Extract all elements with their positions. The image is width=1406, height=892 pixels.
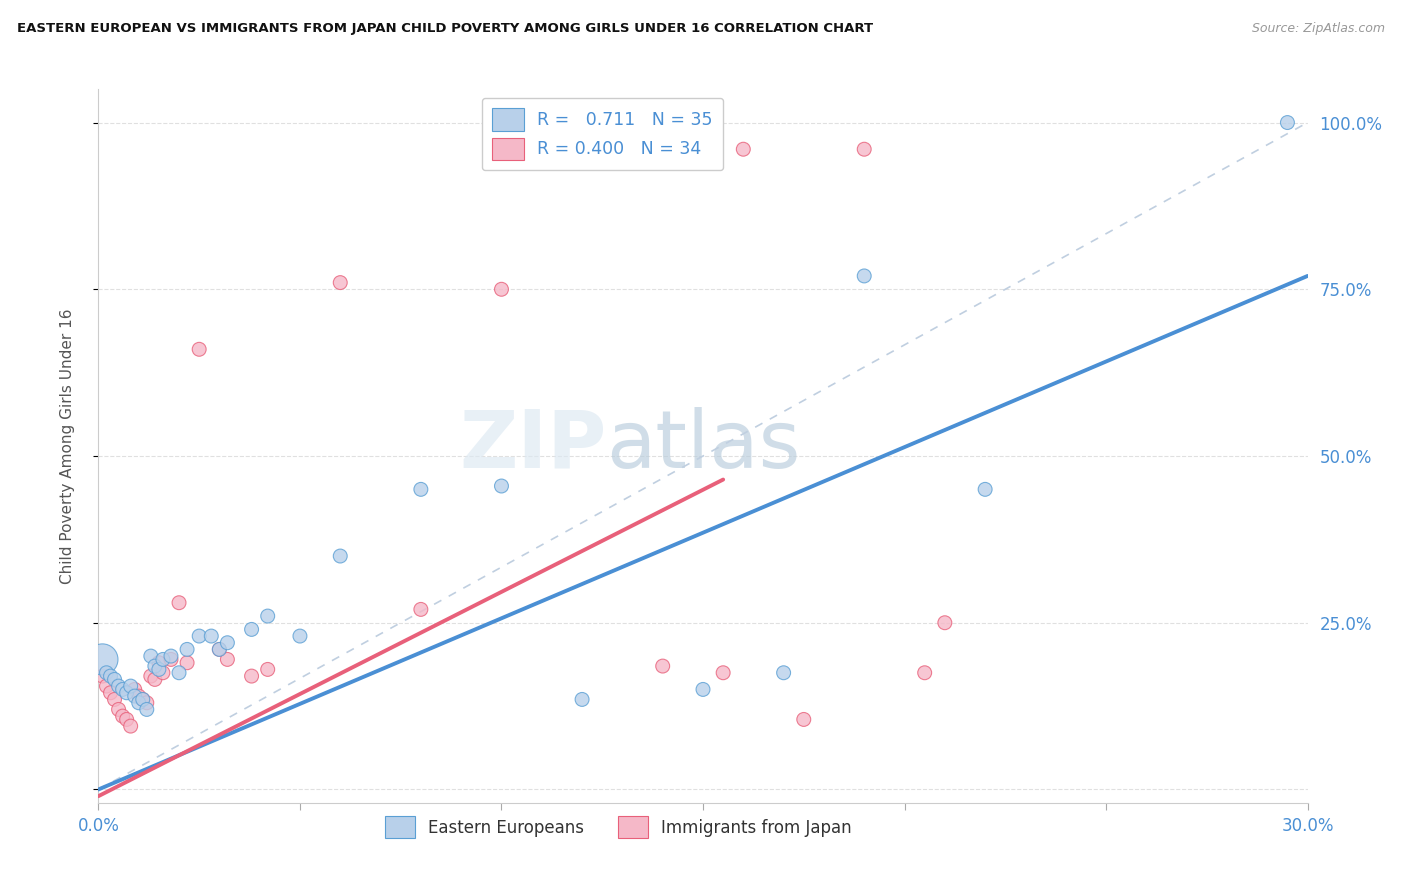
Point [256,662,278,676]
Point [853,268,876,283]
Point [571,692,593,706]
Point [96,679,118,693]
Point [491,282,513,296]
Point [91,669,114,683]
Point [176,642,198,657]
Point [91,652,114,666]
Point [772,665,794,680]
Point [96,665,118,680]
Point [853,142,876,156]
Point [733,142,755,156]
Point [176,656,198,670]
Point [256,609,278,624]
Point [143,659,166,673]
Point [329,276,352,290]
Point [711,665,734,680]
Point [120,679,142,693]
Point [288,629,311,643]
Point [152,652,174,666]
Point [124,689,146,703]
Point [100,686,122,700]
Point [240,623,263,637]
Point [103,692,125,706]
Point [208,642,231,657]
Point [793,713,815,727]
Point [240,669,263,683]
Point [167,665,190,680]
Point [111,709,134,723]
Point [120,719,142,733]
Point [167,596,190,610]
Point [103,673,125,687]
Point [139,669,162,683]
Point [160,649,183,664]
Point [491,479,513,493]
Point [115,686,138,700]
Point [188,629,211,643]
Text: atlas: atlas [606,407,800,485]
Point [111,682,134,697]
Point [208,642,231,657]
Point [100,669,122,683]
Point [132,692,155,706]
Point [124,682,146,697]
Point [160,652,183,666]
Y-axis label: Child Poverty Among Girls Under 16: Child Poverty Among Girls Under 16 [60,309,75,583]
Point [651,659,673,673]
Point [148,662,170,676]
Point [148,656,170,670]
Point [217,652,239,666]
Text: ZIP: ZIP [458,407,606,485]
Point [135,702,157,716]
Point [934,615,956,630]
Point [139,649,162,664]
Point [217,636,239,650]
Point [200,629,222,643]
Point [329,549,352,563]
Point [1277,115,1299,129]
Point [914,665,936,680]
Point [143,673,166,687]
Point [115,713,138,727]
Text: Source: ZipAtlas.com: Source: ZipAtlas.com [1251,22,1385,36]
Point [128,696,150,710]
Point [152,665,174,680]
Point [132,692,155,706]
Point [107,679,129,693]
Point [409,602,432,616]
Point [128,689,150,703]
Point [974,483,997,497]
Point [692,682,714,697]
Point [188,343,211,357]
Legend: Eastern Europeans, Immigrants from Japan: Eastern Europeans, Immigrants from Japan [378,810,858,845]
Text: EASTERN EUROPEAN VS IMMIGRANTS FROM JAPAN CHILD POVERTY AMONG GIRLS UNDER 16 COR: EASTERN EUROPEAN VS IMMIGRANTS FROM JAPA… [17,22,873,36]
Point [107,702,129,716]
Point [409,483,432,497]
Point [135,696,157,710]
